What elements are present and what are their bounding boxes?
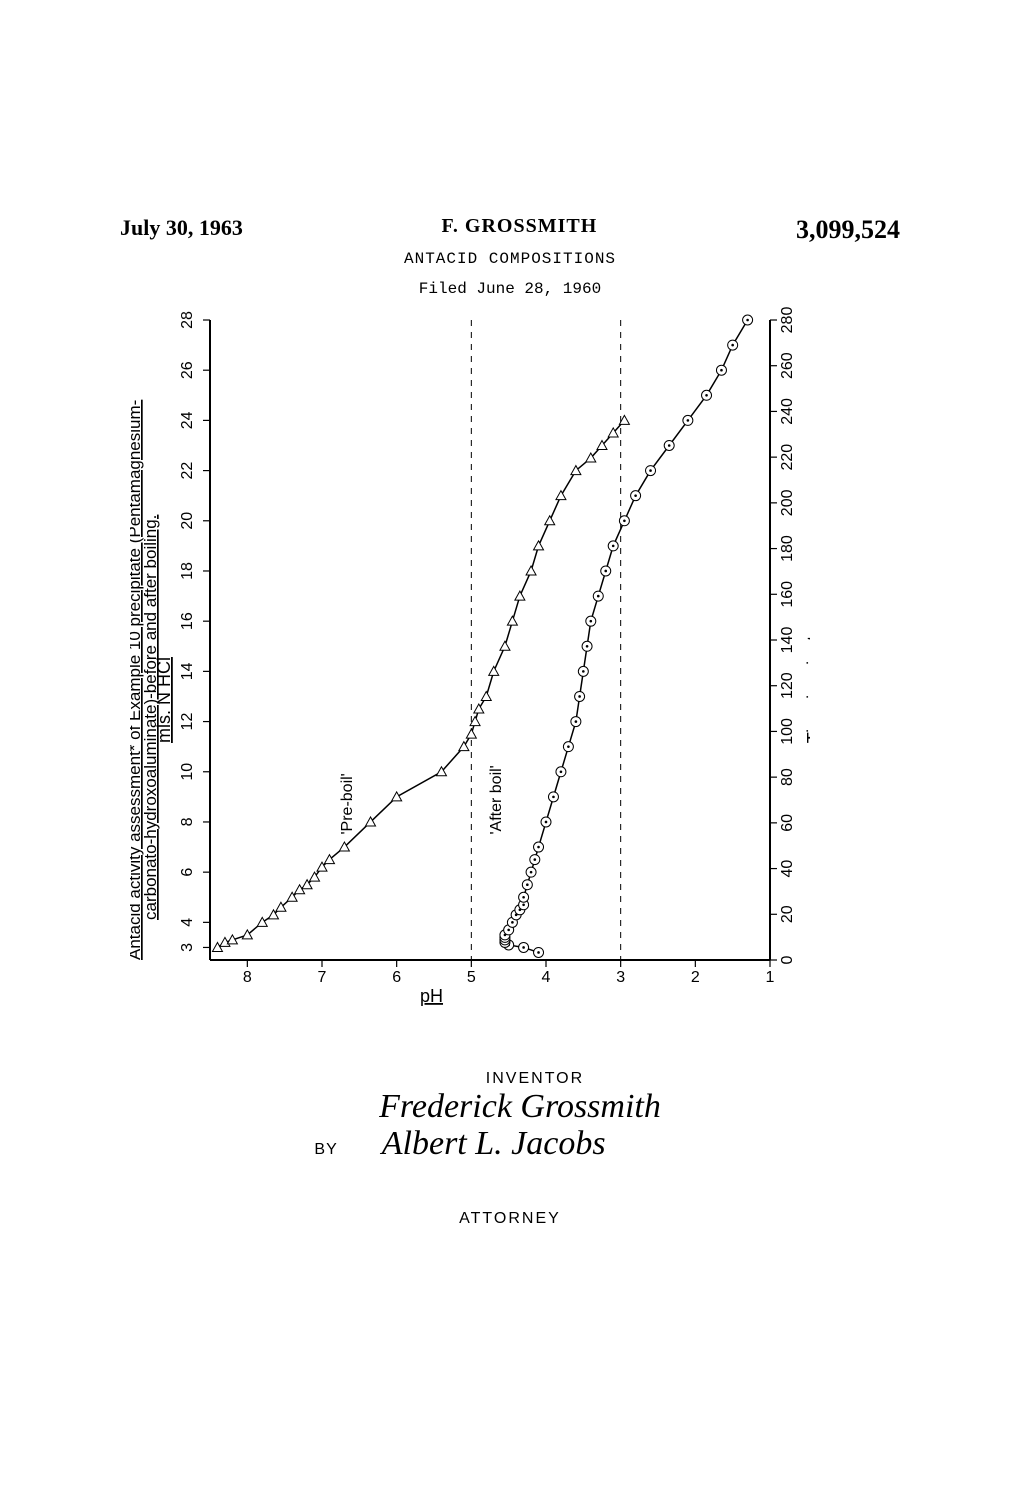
patent-header: July 30, 1963 F. GROSSMITH 3,099,524 bbox=[120, 215, 900, 245]
svg-text:8: 8 bbox=[179, 817, 196, 826]
svg-text:40: 40 bbox=[779, 860, 796, 878]
svg-text:200: 200 bbox=[779, 489, 796, 516]
attorney-label: ATTORNEY bbox=[0, 1210, 1020, 1228]
inventor-header: F. GROSSMITH bbox=[442, 215, 598, 245]
svg-text:80: 80 bbox=[779, 768, 796, 786]
inventor-label: INVENTOR bbox=[150, 1070, 920, 1088]
filed-date: Filed June 28, 1960 bbox=[0, 280, 1020, 298]
svg-text:260: 260 bbox=[779, 352, 796, 379]
by-label: BY bbox=[314, 1141, 337, 1159]
signature-block: INVENTOR Frederick Grossmith BY Albert L… bbox=[0, 1070, 920, 1163]
svg-text:Time in minutes: Time in minutes bbox=[804, 617, 810, 743]
svg-text:140: 140 bbox=[779, 627, 796, 654]
svg-text:carbonato-hydroxoaluminate)-be: carbonato-hydroxoaluminate)-before and a… bbox=[141, 515, 160, 920]
inventor-signature: Frederick Grossmith bbox=[120, 1088, 920, 1125]
svg-text:2: 2 bbox=[691, 969, 700, 986]
title: ANTACID COMPOSITIONS bbox=[0, 250, 1020, 268]
svg-text:3: 3 bbox=[179, 943, 196, 952]
svg-text:pH: pH bbox=[420, 986, 443, 1006]
svg-text:4: 4 bbox=[542, 969, 551, 986]
svg-text:0: 0 bbox=[779, 955, 796, 964]
svg-text:16: 16 bbox=[179, 612, 196, 630]
svg-text:28: 28 bbox=[179, 311, 196, 329]
svg-text:'Pre-boil': 'Pre-boil' bbox=[339, 773, 356, 834]
date: July 30, 1963 bbox=[120, 215, 243, 245]
svg-text:20: 20 bbox=[179, 512, 196, 530]
svg-text:3: 3 bbox=[616, 969, 625, 986]
chart: 12345678pH346810121416182022242628mls. N… bbox=[130, 300, 810, 1020]
svg-text:7: 7 bbox=[318, 969, 327, 986]
page: July 30, 1963 F. GROSSMITH 3,099,524 ANT… bbox=[0, 0, 1020, 1498]
svg-text:8: 8 bbox=[243, 969, 252, 986]
svg-text:24: 24 bbox=[179, 411, 196, 429]
svg-text:280: 280 bbox=[779, 307, 796, 334]
svg-text:5: 5 bbox=[467, 969, 476, 986]
svg-text:160: 160 bbox=[779, 581, 796, 608]
chart-svg: 12345678pH346810121416182022242628mls. N… bbox=[130, 300, 810, 1020]
svg-text:100: 100 bbox=[779, 718, 796, 745]
svg-text:'After boil': 'After boil' bbox=[488, 765, 505, 834]
svg-text:20: 20 bbox=[779, 905, 796, 923]
svg-text:180: 180 bbox=[779, 535, 796, 562]
svg-text:4: 4 bbox=[179, 918, 196, 927]
svg-text:120: 120 bbox=[779, 672, 796, 699]
svg-text:14: 14 bbox=[179, 662, 196, 680]
svg-text:22: 22 bbox=[179, 462, 196, 480]
svg-text:6: 6 bbox=[392, 969, 401, 986]
svg-text:18: 18 bbox=[179, 562, 196, 580]
svg-text:240: 240 bbox=[779, 398, 796, 425]
svg-text:6: 6 bbox=[179, 868, 196, 877]
attorney-signature: Albert L. Jacobs bbox=[382, 1125, 606, 1162]
svg-text:12: 12 bbox=[179, 713, 196, 731]
patent-number: 3,099,524 bbox=[796, 215, 900, 245]
svg-text:10: 10 bbox=[179, 763, 196, 781]
svg-text:220: 220 bbox=[779, 444, 796, 471]
svg-text:60: 60 bbox=[779, 814, 796, 832]
svg-text:1: 1 bbox=[766, 969, 775, 986]
svg-text:26: 26 bbox=[179, 361, 196, 379]
